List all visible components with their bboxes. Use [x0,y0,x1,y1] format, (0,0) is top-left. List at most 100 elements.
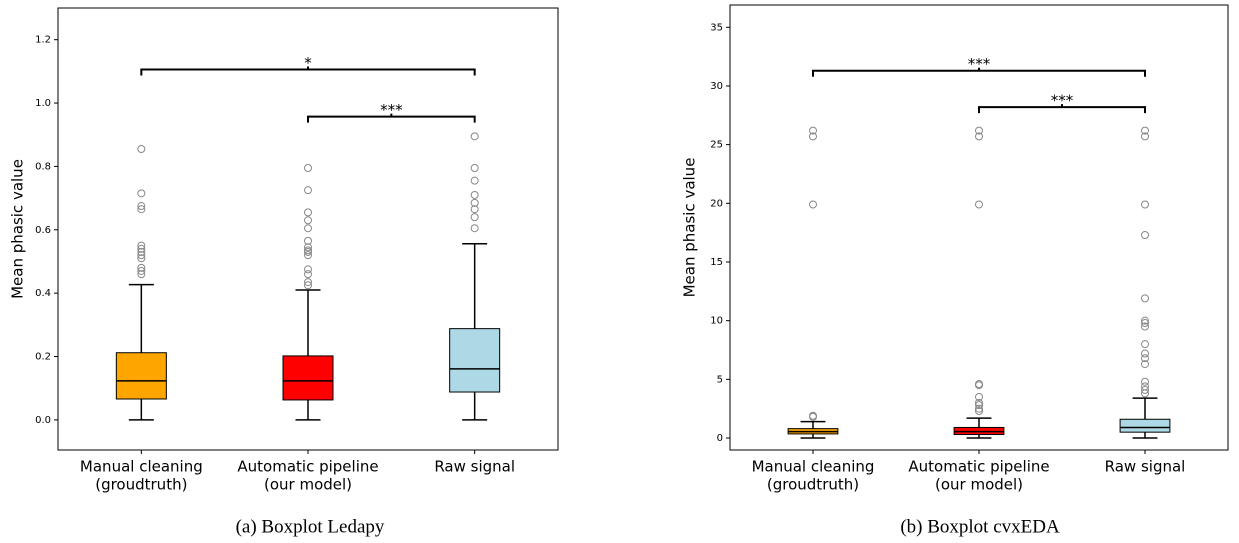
outlier [1141,126,1149,135]
significance-bracket [307,113,476,123]
outlier [304,186,312,195]
outlier [137,251,146,260]
y-tick-label: 20 [710,198,723,209]
outlier [304,243,312,252]
significance-label: * [304,54,312,72]
outlier [975,398,983,407]
y-tick-label: 0.6 [35,225,51,236]
outlier [137,205,146,214]
significance-label: *** [380,101,403,119]
x-tick-label: Raw signal [1105,458,1186,476]
y-tick-label: 35 [710,22,723,33]
caption: (a) Boxplot Ledapy [236,516,385,537]
outlier [137,202,146,211]
y-tick-label: 25 [710,140,723,151]
outlier [1141,377,1149,386]
outlier [304,278,312,287]
significance-bracket [978,104,1146,114]
box [282,355,334,401]
outlier [809,132,817,141]
outlier [809,200,817,209]
outlier [304,265,312,274]
outlier [975,380,983,389]
outlier [137,241,146,250]
outlier [137,270,146,279]
outlier [137,263,146,272]
outlier [1141,385,1149,394]
outlier [304,216,312,225]
outlier [304,281,312,290]
outlier [1141,200,1149,209]
y-tick-label: 1.0 [35,98,51,109]
outlier [975,200,983,209]
x-tick-label: Manual cleaning [80,458,203,476]
outlier [470,213,479,222]
outlier [470,164,479,173]
y-tick-label: 10 [710,316,723,327]
y-axis-label: Mean phasic value [681,158,699,298]
x-tick-label: (our model) [264,476,352,494]
outlier [975,407,983,416]
outlier [1141,322,1149,331]
y-tick-label: 0.0 [35,415,51,426]
significance-bracket [140,66,476,76]
caption: (b) Boxplot cvxEDA [900,516,1060,537]
x-tick-label: Automatic pipeline [237,458,378,476]
outlier [1141,231,1149,240]
outlier [1141,316,1149,325]
y-tick-label: 5 [717,374,723,385]
outlier [470,205,479,214]
box [115,352,167,400]
outlier [975,404,983,413]
y-tick-label: 0 [717,433,723,444]
outlier [1141,382,1149,391]
outlier [1141,294,1149,303]
outlier [304,224,312,233]
outlier [304,247,312,256]
outlier [470,132,479,141]
outlier [137,247,146,256]
outlier [137,254,146,263]
outlier [975,132,983,141]
y-tick-label: 0.2 [35,352,51,363]
outlier [1141,319,1149,328]
outlier [470,176,479,185]
outlier [470,190,479,199]
x-tick-label: (groudtruth) [767,476,859,494]
x-tick-label: (groudtruth) [95,476,187,494]
outlier [137,244,146,253]
outlier [975,392,983,401]
x-tick-label: Manual cleaning [752,458,875,476]
outlier [1141,349,1149,358]
y-tick-label: 15 [710,257,723,268]
y-tick-label: 0.8 [35,161,51,172]
outlier [304,208,312,217]
outlier [809,411,817,420]
outlier [1141,360,1149,369]
y-tick-label: 30 [710,81,723,92]
outlier [304,164,312,173]
outlier [304,270,312,279]
y-tick-label: 0.4 [35,288,51,299]
outlier [1141,132,1149,141]
outlier [975,401,983,410]
y-axis-label: Mean phasic value [9,159,27,299]
y-tick-label: 1.2 [35,35,51,46]
box [449,328,501,393]
outlier [304,251,312,260]
outlier [1141,354,1149,363]
x-tick-label: (our model) [935,476,1023,494]
x-tick-label: Raw signal [434,458,515,476]
outlier [470,198,479,207]
outlier [975,126,983,135]
outlier [1141,340,1149,349]
outlier [137,189,146,198]
outlier [809,126,817,135]
outlier [304,236,312,245]
x-tick-label: Automatic pipeline [908,458,1049,476]
box [1119,418,1171,433]
outlier [137,266,146,275]
outlier [470,224,479,233]
